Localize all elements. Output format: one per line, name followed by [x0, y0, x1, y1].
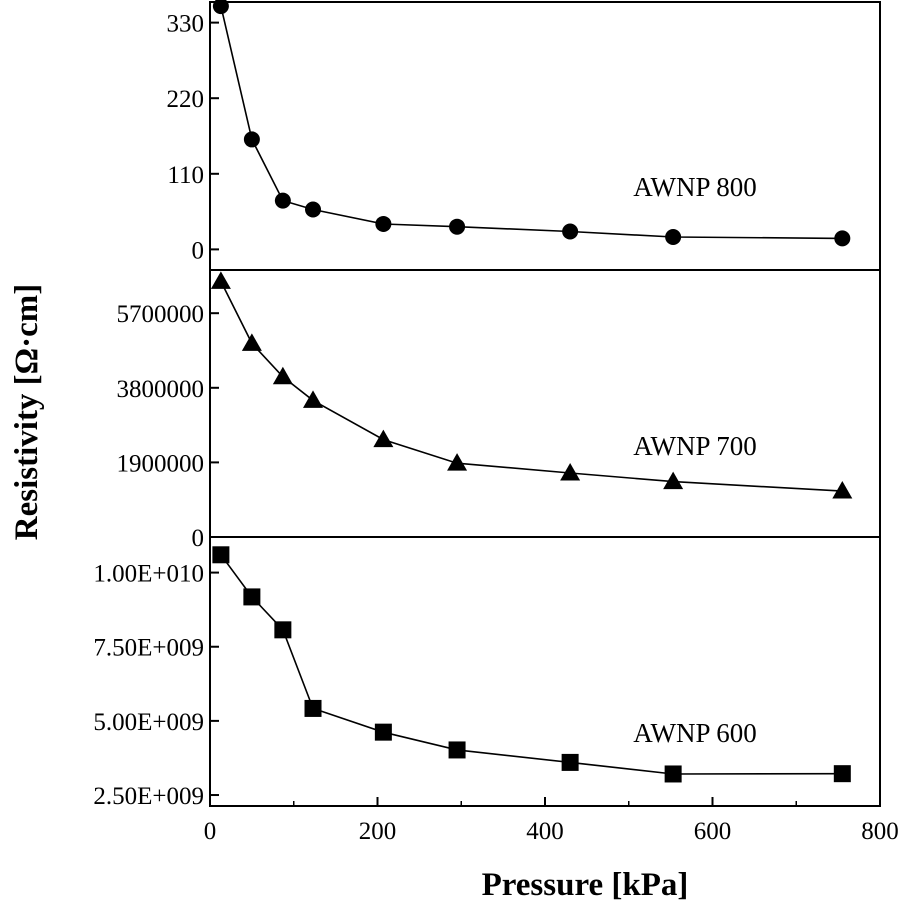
- y-tick-label: 7.50E+009: [93, 635, 204, 662]
- data-point: [663, 471, 684, 490]
- y-tick-label: 0: [192, 525, 205, 552]
- y-axis-title: Resistivity [Ω·cm]: [9, 284, 45, 540]
- data-point: [212, 546, 230, 564]
- x-tick-label: 800: [861, 818, 899, 845]
- data-point: [305, 201, 322, 218]
- x-tick-label: 200: [359, 818, 397, 845]
- y-tick-label: 3800000: [117, 376, 205, 403]
- panel-1: 0 110 220 330 AWNP 800: [167, 0, 851, 264]
- series-label: AWNP 600: [633, 718, 757, 748]
- y-tick-label: 220: [167, 86, 205, 113]
- y-tick-label: 1.00E+010: [93, 561, 204, 588]
- y-tick-label: 5.00E+009: [93, 709, 204, 736]
- data-point: [664, 765, 682, 783]
- y-tick-label: 2.50E+009: [93, 783, 204, 810]
- data-point: [562, 223, 579, 240]
- data-point: [834, 230, 851, 247]
- y-tick-label: 110: [167, 162, 204, 189]
- x-axis: 0 200 400 600 800: [204, 797, 899, 845]
- data-point: [272, 366, 293, 385]
- data-point: [561, 753, 579, 771]
- series-label: AWNP 800: [633, 172, 757, 202]
- data-point: [274, 621, 292, 639]
- y-tick-label: 0: [192, 237, 205, 264]
- data-point: [832, 481, 853, 499]
- data-point: [303, 390, 324, 408]
- data-point: [373, 429, 394, 448]
- y-tick-label: 330: [167, 11, 205, 38]
- panel-2: 0 1900000 3800000 5700000 AWNP 700: [117, 271, 853, 552]
- panel-3: 2.50E+009 5.00E+009 7.50E+009 1.00E+010 AWNP…: [93, 546, 851, 810]
- data-point: [374, 723, 392, 741]
- y-tick-label: 1900000: [117, 450, 205, 477]
- data-point: [665, 229, 682, 246]
- data-point: [447, 453, 468, 471]
- data-point: [243, 131, 260, 148]
- data-point: [274, 192, 291, 209]
- x-axis-title: Pressure [kPa]: [482, 867, 689, 903]
- series-label: AWNP 700: [633, 431, 757, 461]
- data-point: [375, 215, 392, 232]
- data-point: [304, 699, 322, 717]
- data-point: [833, 765, 851, 783]
- data-point: [212, 0, 229, 15]
- x-tick-label: 400: [526, 818, 564, 845]
- data-point: [448, 741, 466, 759]
- x-tick-label: 0: [204, 818, 217, 845]
- data-point: [210, 271, 231, 289]
- data-point: [560, 462, 581, 481]
- panels: 0 110 220 330 AWNP 800 0 1900000 3800000 5700000…: [93, 0, 853, 810]
- y-tick-label: 5700000: [117, 301, 205, 328]
- x-tick-label: 600: [694, 818, 732, 845]
- data-point: [243, 588, 261, 606]
- data-point: [241, 333, 262, 351]
- data-point: [449, 218, 466, 235]
